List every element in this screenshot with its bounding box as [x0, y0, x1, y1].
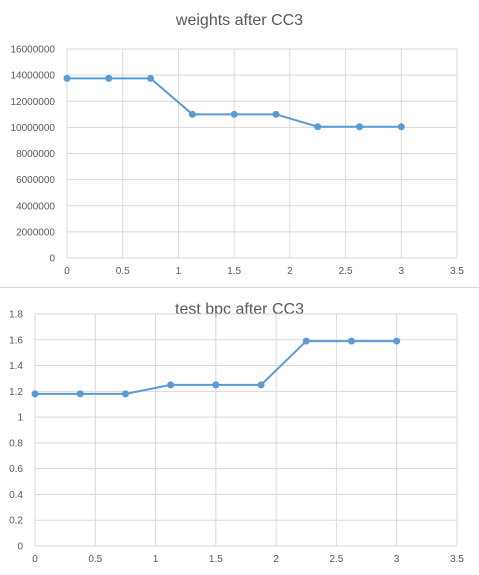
x-tick-label: 2 [287, 266, 293, 277]
data-point [348, 337, 355, 345]
x-tick-label: 2.5 [329, 554, 343, 565]
x-tick-label: 0.5 [88, 554, 102, 565]
weights-chart-plot: 0200000040000006000000800000010000000120… [11, 45, 465, 278]
data-point [167, 381, 175, 389]
data-point [272, 110, 280, 118]
data-point [31, 390, 39, 398]
y-tick-label: 0.2 [9, 516, 23, 527]
data-point [356, 123, 363, 131]
y-tick-label: 1.4 [9, 361, 23, 372]
data-point [121, 390, 129, 398]
y-tick-label: 0.4 [9, 490, 23, 501]
data-point [147, 74, 155, 82]
y-tick-label: 4000000 [16, 201, 55, 212]
y-tick-label: 1.2 [9, 387, 23, 398]
data-point [257, 381, 265, 389]
data-point [63, 74, 71, 82]
x-tick-label: 3.5 [450, 554, 464, 565]
x-tick-label: 3 [394, 554, 400, 565]
x-tick-label: 0 [64, 266, 70, 277]
y-tick-label: 6000000 [16, 175, 55, 186]
x-tick-label: 1 [153, 554, 159, 565]
x-tick-label: 1.5 [227, 266, 241, 277]
data-point [397, 123, 405, 131]
data-point [302, 337, 310, 345]
y-tick-label: 0 [49, 254, 55, 265]
x-tick-label: 2 [273, 554, 279, 565]
x-tick-label: 0 [32, 554, 38, 565]
data-point [230, 110, 238, 118]
y-tick-label: 16000000 [11, 45, 56, 56]
chart-title: weights after CC3 [175, 12, 304, 29]
data-point [76, 390, 84, 398]
chart-divider [0, 287, 479, 288]
y-tick-label: 0.6 [9, 464, 23, 475]
data-point [105, 74, 113, 82]
bpc-chart-plot: 0 0.2 0.4 0.6 0.8 1 1.2 1.4 1.6 1.8 0 0.5 1 1.5 2 2.5 3 3… [9, 310, 464, 566]
data-point [393, 337, 401, 345]
y-tick-label: 1.6 [9, 335, 23, 346]
y-tick-label: 1 [17, 413, 23, 424]
bpc-chart: test bpc after CC3 0 0.2 0.4 0.6 0.8 1 1.2 1.4 1… [0, 289, 479, 575]
y-tick-label: 14000000 [11, 71, 56, 82]
x-tick-label: 3.5 [450, 266, 464, 277]
x-tick-label: 0.5 [116, 266, 130, 277]
data-point [314, 123, 322, 131]
y-tick-label: 12000000 [11, 97, 56, 108]
data-point [212, 381, 220, 389]
x-tick-label: 1 [176, 266, 182, 277]
x-tick-label: 2.5 [339, 266, 353, 277]
x-tick-label: 1.5 [209, 554, 223, 565]
y-tick-label: 8000000 [16, 149, 55, 160]
y-tick-label: 0 [17, 542, 23, 553]
weights-chart: weights after CC3 0 2000000 4000000 6000000… [0, 0, 479, 287]
y-tick-label: 0.8 [9, 438, 23, 449]
x-tick-label: 3 [399, 266, 405, 277]
y-tick-label: 1.8 [9, 310, 23, 321]
y-tick-label: 10000000 [11, 123, 56, 134]
data-point [188, 110, 196, 118]
y-tick-label: 2000000 [16, 227, 55, 238]
